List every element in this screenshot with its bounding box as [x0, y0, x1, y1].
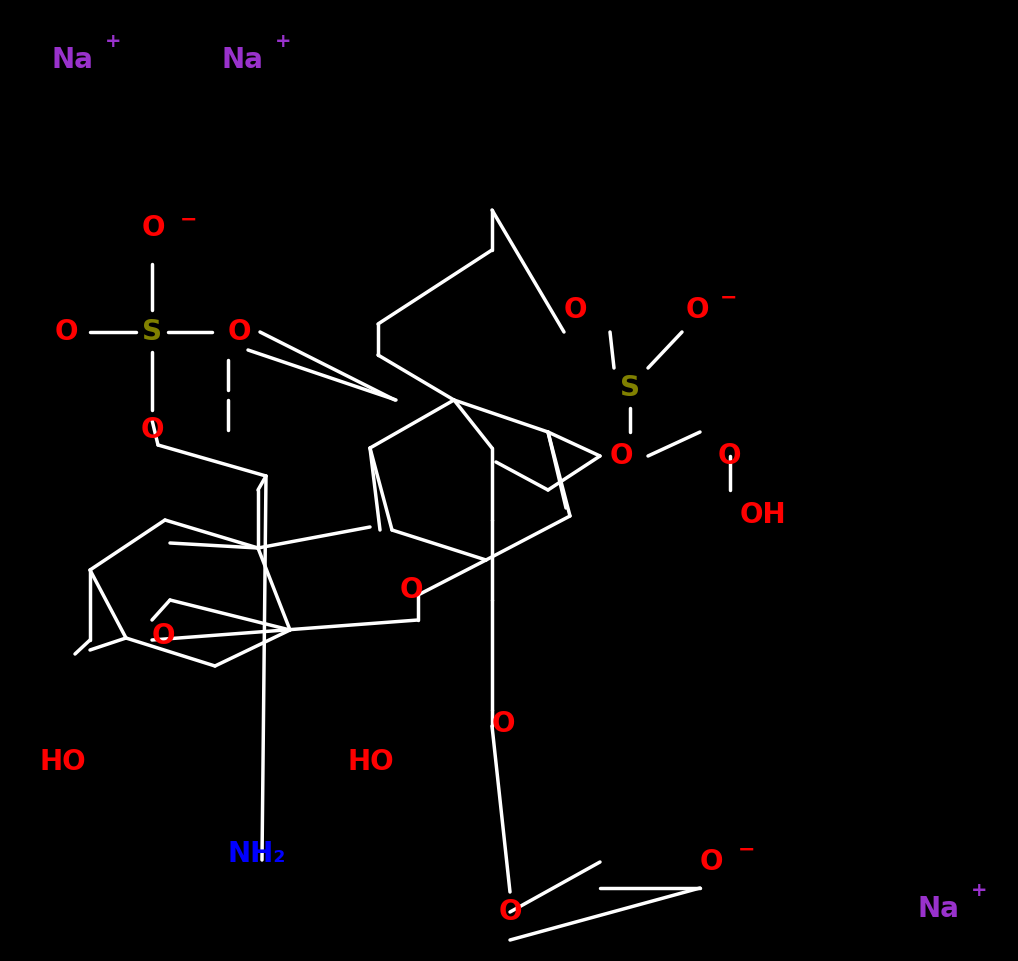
Text: +: +	[105, 32, 121, 51]
Text: S: S	[142, 318, 162, 346]
Text: S: S	[620, 374, 640, 402]
Text: +: +	[971, 881, 987, 900]
Text: O: O	[686, 296, 710, 324]
Text: NH₂: NH₂	[228, 840, 286, 868]
Text: Na: Na	[222, 46, 264, 74]
Text: HO: HO	[40, 748, 87, 776]
Text: +: +	[275, 32, 291, 51]
Text: O: O	[700, 848, 724, 876]
Text: O: O	[492, 710, 515, 738]
Text: O: O	[152, 622, 175, 650]
Text: O: O	[718, 442, 741, 470]
Text: HO: HO	[348, 748, 395, 776]
Text: O: O	[140, 416, 164, 444]
Text: Na: Na	[918, 895, 960, 923]
Text: −: −	[738, 840, 755, 860]
Text: O: O	[400, 576, 423, 604]
Text: O: O	[498, 898, 522, 926]
Text: O: O	[142, 214, 166, 242]
Text: O: O	[610, 442, 633, 470]
Text: O: O	[564, 296, 587, 324]
Text: O: O	[228, 318, 251, 346]
Text: OH: OH	[740, 501, 787, 529]
Text: −: −	[180, 210, 197, 230]
Text: −: −	[720, 288, 737, 308]
Text: Na: Na	[52, 46, 94, 74]
Text: O: O	[55, 318, 78, 346]
